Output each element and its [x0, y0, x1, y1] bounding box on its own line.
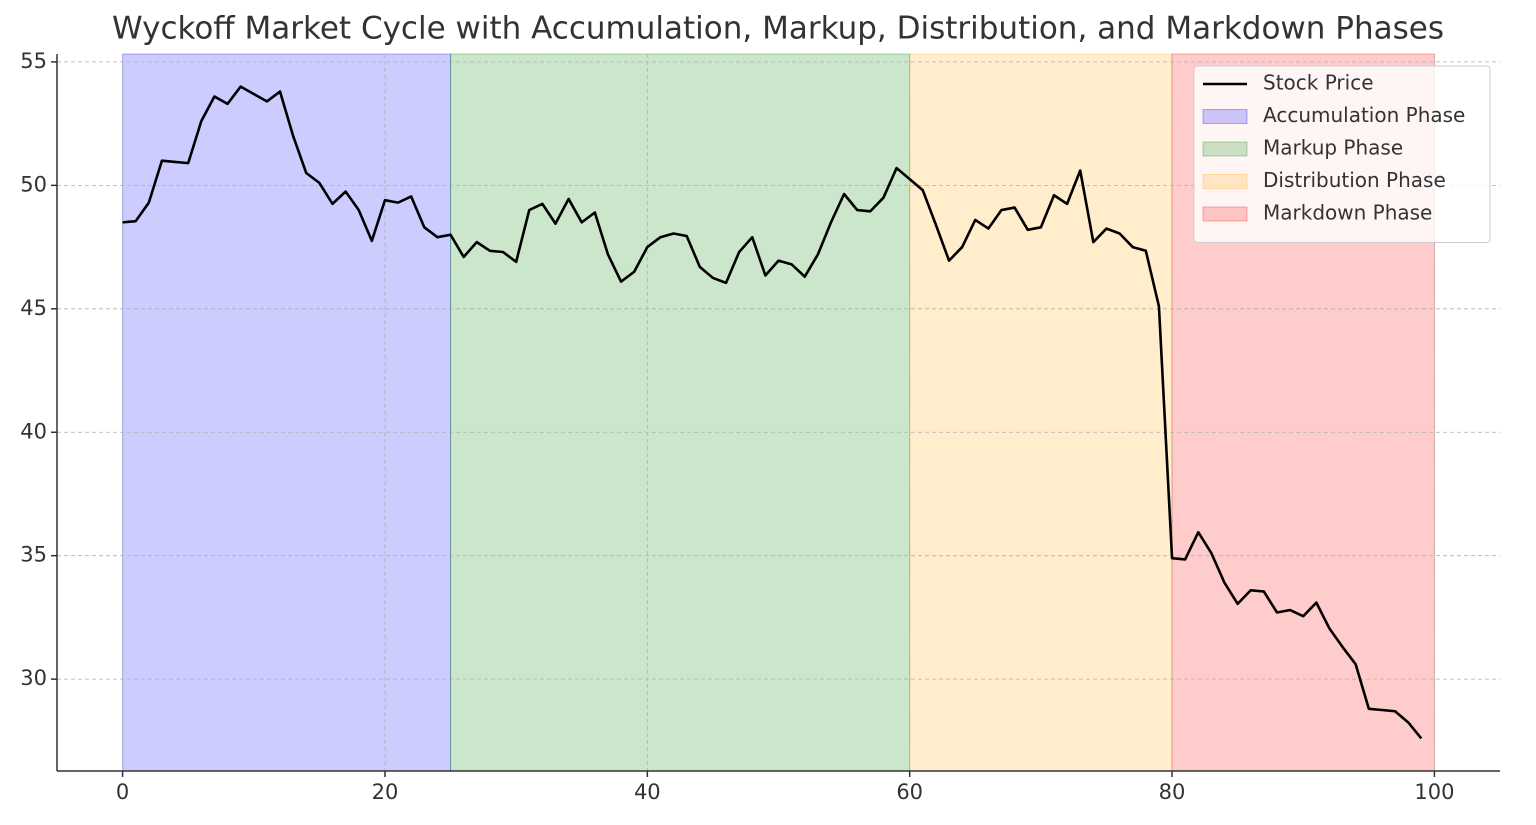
- legend-label: Markdown Phase: [1263, 201, 1432, 225]
- y-tick-label: 35: [20, 543, 47, 567]
- phase-span: [909, 53, 1173, 772]
- y-tick-label: 50: [20, 172, 47, 196]
- legend-label: Distribution Phase: [1263, 168, 1446, 192]
- legend-patch: [1202, 141, 1248, 157]
- legend-patch: [1202, 206, 1248, 222]
- phase-span: [450, 53, 911, 772]
- legend-box: [1193, 65, 1491, 243]
- phase-span: [122, 53, 452, 772]
- x-tick-label: 40: [634, 780, 661, 804]
- y-tick-label: 45: [20, 296, 47, 320]
- legend-label: Stock Price: [1263, 71, 1374, 95]
- x-tick-label: 0: [116, 780, 129, 804]
- legend-label: Markup Phase: [1263, 136, 1403, 160]
- x-tick-label: 60: [896, 780, 923, 804]
- chart-title: Wyckoff Market Cycle with Accumulation, …: [112, 11, 1444, 47]
- x-tick-label: 20: [372, 780, 399, 804]
- legend-patch: [1202, 174, 1248, 189]
- y-tick-label: 30: [20, 666, 47, 690]
- x-tick-label: 100: [1414, 780, 1454, 804]
- legend-label: Accumulation Phase: [1263, 103, 1465, 127]
- x-tick-label: 80: [1159, 780, 1186, 804]
- legend-patch: [1202, 109, 1248, 124]
- y-tick-label: 40: [20, 419, 47, 443]
- price-line: [122, 85, 1423, 740]
- y-tick-label: 55: [20, 49, 47, 73]
